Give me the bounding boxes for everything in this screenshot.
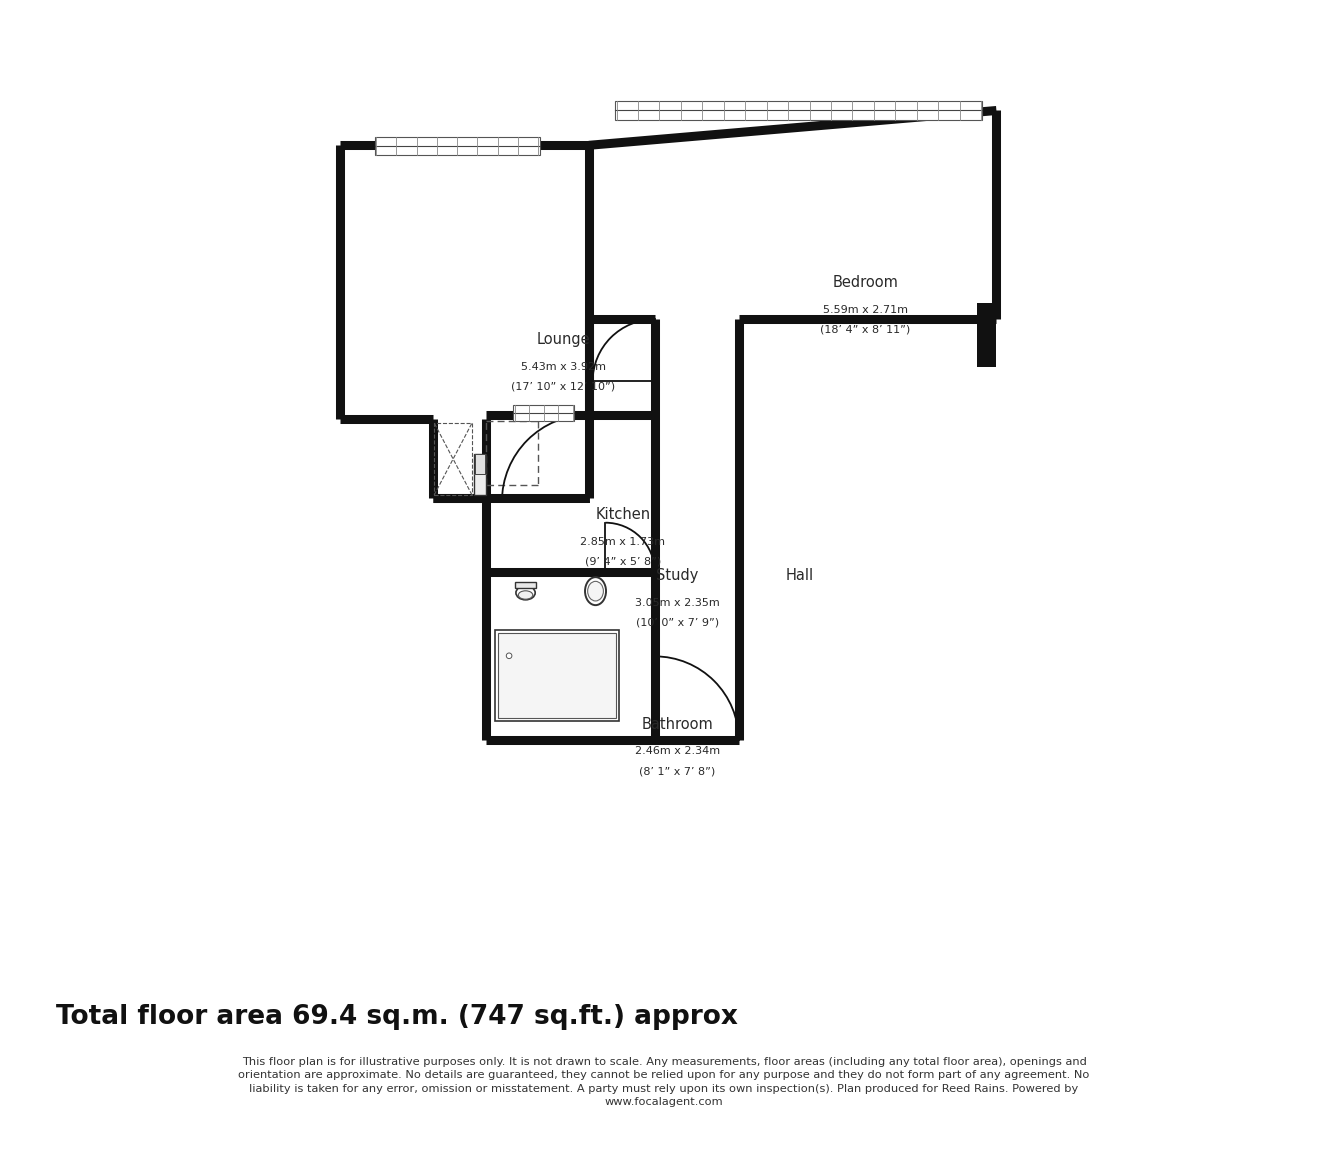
Bar — [474, 453, 486, 495]
Bar — [498, 633, 616, 718]
Ellipse shape — [518, 590, 533, 600]
Text: Lounge: Lounge — [537, 331, 590, 346]
Bar — [474, 453, 485, 474]
Bar — [513, 405, 574, 421]
Text: Hall: Hall — [786, 567, 814, 582]
Text: 2.85m x 1.73m: 2.85m x 1.73m — [580, 536, 665, 547]
Text: 2.46m x 2.34m: 2.46m x 2.34m — [635, 747, 720, 756]
Text: 3.05m x 2.35m: 3.05m x 2.35m — [635, 597, 720, 608]
Bar — [615, 100, 983, 121]
Text: (17’ 10” x 12’ 10”): (17’ 10” x 12’ 10”) — [511, 382, 615, 391]
Bar — [495, 630, 619, 722]
Ellipse shape — [586, 577, 606, 605]
Text: 5.43m x 3.92m: 5.43m x 3.92m — [521, 361, 606, 372]
Text: Bathroom: Bathroom — [641, 717, 713, 732]
Bar — [434, 422, 471, 495]
Circle shape — [506, 653, 511, 658]
Text: (18’ 4” x 8’ 11”): (18’ 4” x 8’ 11”) — [821, 325, 910, 335]
Text: This floor plan is for illustrative purposes only. It is not drawn to scale. Any: This floor plan is for illustrative purp… — [238, 1057, 1090, 1107]
Bar — [374, 137, 539, 155]
Text: (9’ 4” x 5’ 8”): (9’ 4” x 5’ 8”) — [584, 557, 661, 566]
Text: 5.59m x 2.71m: 5.59m x 2.71m — [822, 305, 908, 314]
Text: Study: Study — [656, 567, 699, 582]
Text: Bedroom: Bedroom — [833, 275, 898, 290]
Text: (8’ 1” x 7’ 8”): (8’ 1” x 7’ 8”) — [639, 767, 716, 777]
Text: Kitchen: Kitchen — [595, 506, 651, 521]
Ellipse shape — [588, 581, 603, 601]
Bar — [977, 303, 996, 367]
Text: Total floor area 69.4 sq.m. (747 sq.ft.) approx: Total floor area 69.4 sq.m. (747 sq.ft.)… — [56, 1004, 737, 1030]
Ellipse shape — [517, 586, 535, 600]
Bar — [515, 581, 537, 588]
Text: (10’ 0” x 7’ 9”): (10’ 0” x 7’ 9”) — [636, 618, 718, 627]
